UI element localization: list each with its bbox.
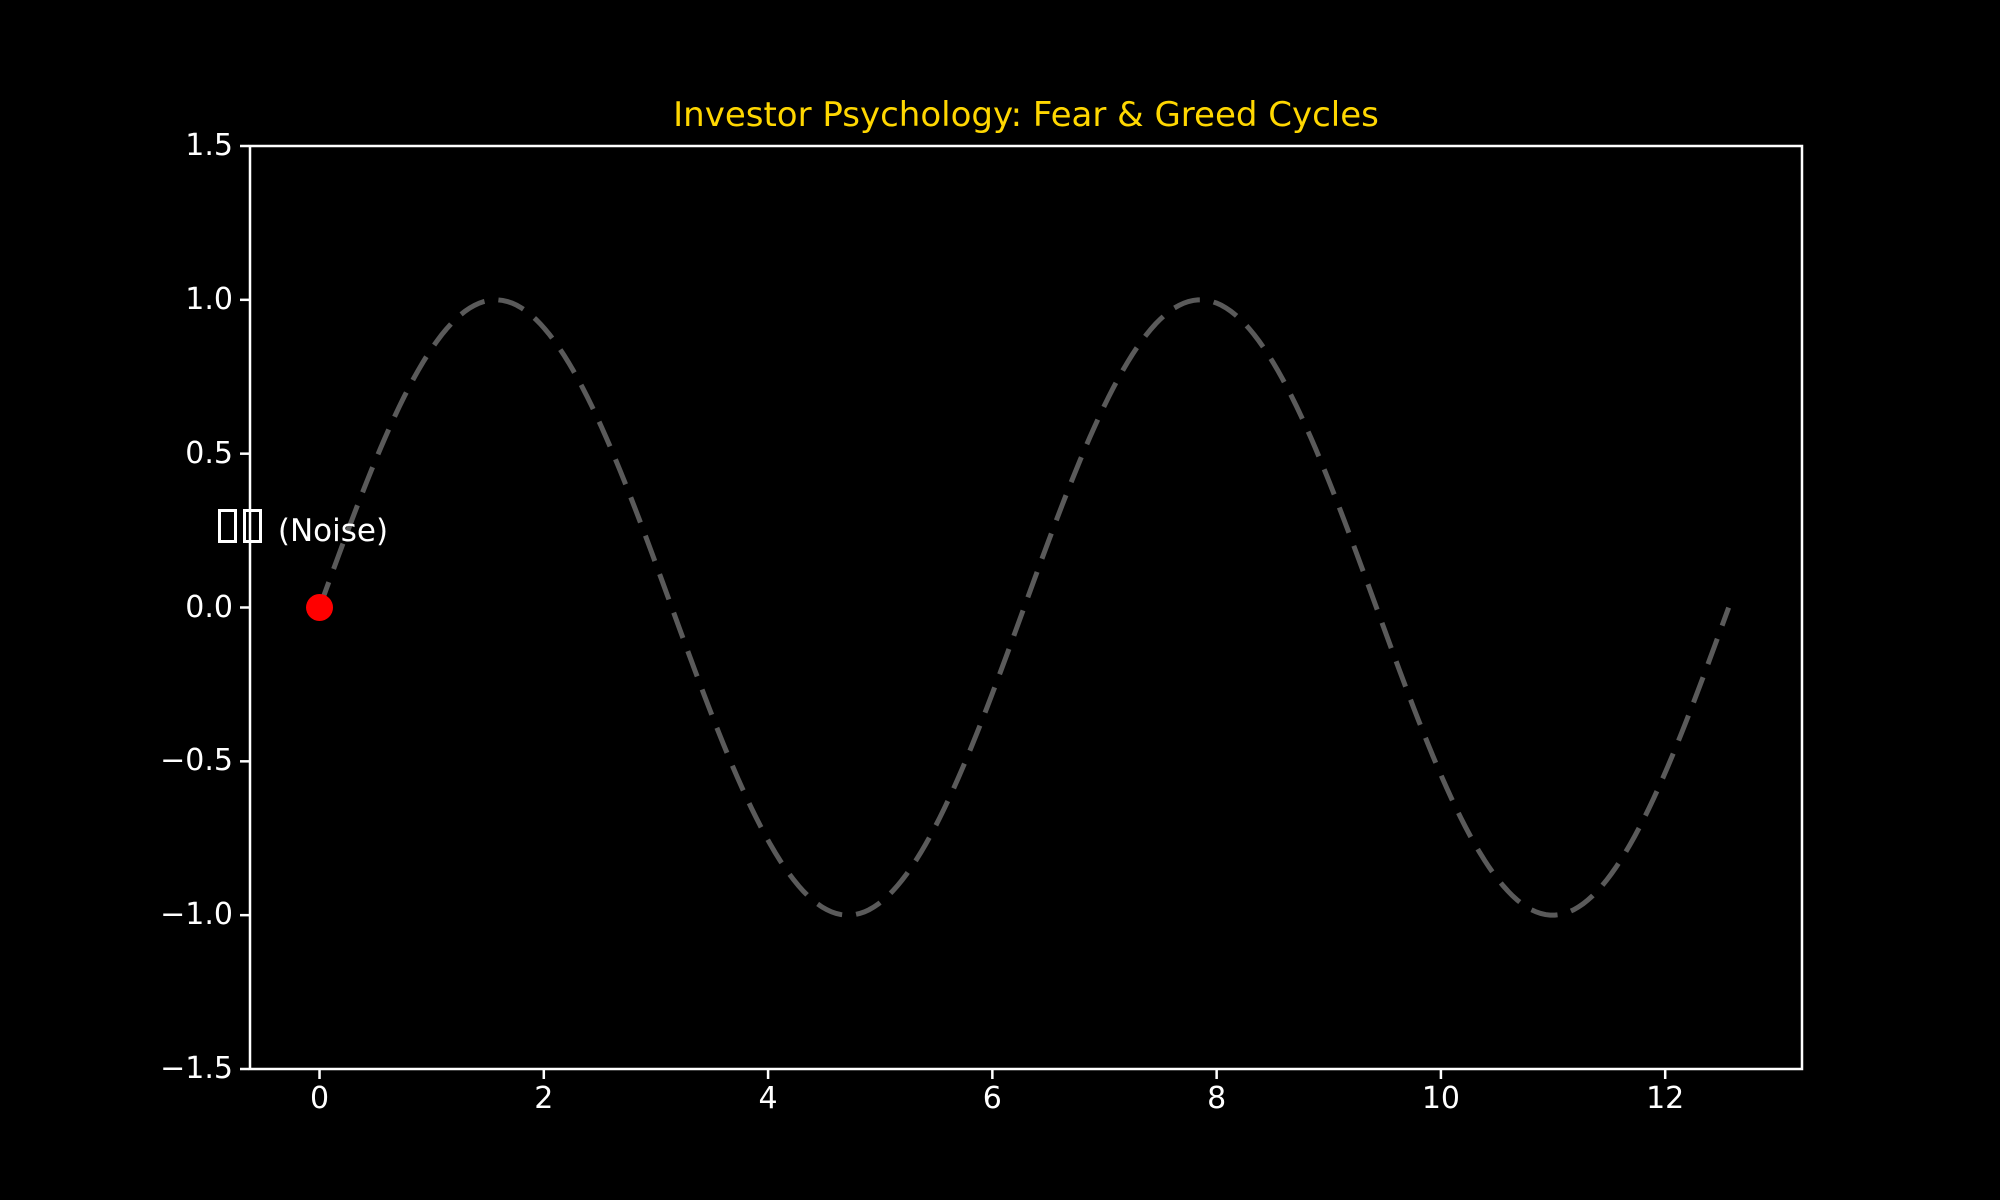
y-tick-label: −0.5 <box>160 743 233 779</box>
x-tick-label: 10 <box>1421 1081 1460 1116</box>
y-tick-label: −1.0 <box>160 897 233 933</box>
x-tick-label: 12 <box>1646 1081 1685 1116</box>
annotation-noise: (Noise) <box>218 509 388 553</box>
y-tick-label: 1.5 <box>185 128 233 163</box>
y-tick-label: −1.5 <box>160 1051 233 1086</box>
missing-glyph-boxes <box>218 509 268 553</box>
x-tick-label: 0 <box>309 1081 330 1116</box>
y-tick-label: 0.5 <box>185 435 233 471</box>
chart-title: Investor Psychology: Fear & Greed Cycles <box>673 95 1379 135</box>
axes-spine-box <box>248 144 1804 1071</box>
missing-glyph-box <box>218 509 237 543</box>
x-tick-label: 8 <box>1207 1081 1227 1116</box>
x-tick-label: 4 <box>758 1081 778 1116</box>
x-tick-label: 6 <box>982 1081 1002 1116</box>
missing-glyph-box <box>243 509 262 543</box>
data-series <box>306 297 1732 918</box>
axis-tick-marks <box>240 144 1667 1079</box>
fear-greed-cycle-curve <box>317 297 1732 918</box>
annotation-label: (Noise) <box>268 513 389 549</box>
y-tick-label: 0.0 <box>185 589 233 625</box>
x-tick-label: 2 <box>534 1081 554 1116</box>
plot-spines <box>248 144 1804 1071</box>
current-state-marker-dot <box>306 594 334 621</box>
y-tick-label: 1.0 <box>185 281 233 317</box>
